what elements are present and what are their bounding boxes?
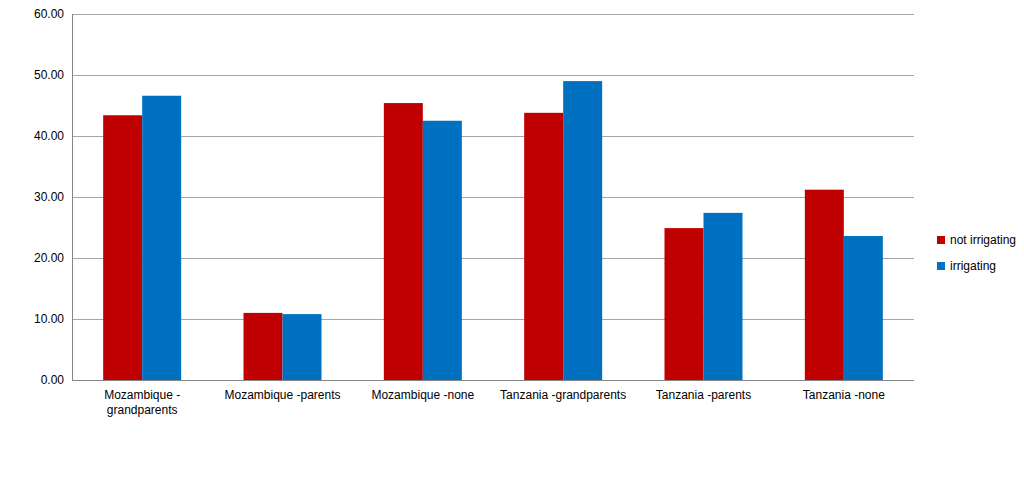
grid-line <box>72 136 914 137</box>
bar <box>805 190 844 380</box>
bar <box>524 113 563 380</box>
y-tick-label: 0.00 <box>41 373 65 387</box>
bars <box>103 81 883 380</box>
x-tick-label: Tanzania -parents <box>656 388 751 402</box>
bar <box>103 115 142 380</box>
y-tick-label: 50.00 <box>34 68 64 82</box>
chart: 0.00 10.00 20.00 30.00 40.00 50.00 60.00 Mozamb… <box>0 0 1024 502</box>
y-tick-label: 10.00 <box>34 312 64 326</box>
bar <box>384 103 423 380</box>
legend-label: irrigating <box>950 259 996 273</box>
x-tick-label: Mozambique -grandparents <box>104 388 180 417</box>
bar <box>563 81 602 380</box>
legend-label: not irrigating <box>950 233 1016 247</box>
y-tick-label: 60.00 <box>34 7 64 21</box>
bar <box>423 121 462 380</box>
y-tick-label: 40.00 <box>34 129 64 143</box>
y-tick-label: 30.00 <box>34 190 64 204</box>
bar <box>142 96 181 380</box>
x-tick-label: Tanzania -none <box>803 388 885 402</box>
bar <box>283 314 322 380</box>
bar <box>665 228 704 380</box>
bar <box>244 313 283 380</box>
y-tick-label: 20.00 <box>34 251 64 265</box>
grid-line <box>72 197 914 198</box>
legend-swatch <box>937 262 945 270</box>
grid-line <box>72 14 914 15</box>
x-tick-label: Tanzania -grandparents <box>500 388 626 402</box>
grid-line <box>72 319 914 320</box>
grid-line <box>72 380 914 381</box>
y-axis-line <box>72 14 73 380</box>
grid-line <box>72 258 914 259</box>
x-tick-label: Mozambique -parents <box>224 388 340 402</box>
grid-line <box>72 75 914 76</box>
legend-swatch <box>937 236 945 244</box>
bar <box>844 236 883 380</box>
bar <box>704 213 743 380</box>
x-tick-label: Mozambique -none <box>371 388 474 402</box>
